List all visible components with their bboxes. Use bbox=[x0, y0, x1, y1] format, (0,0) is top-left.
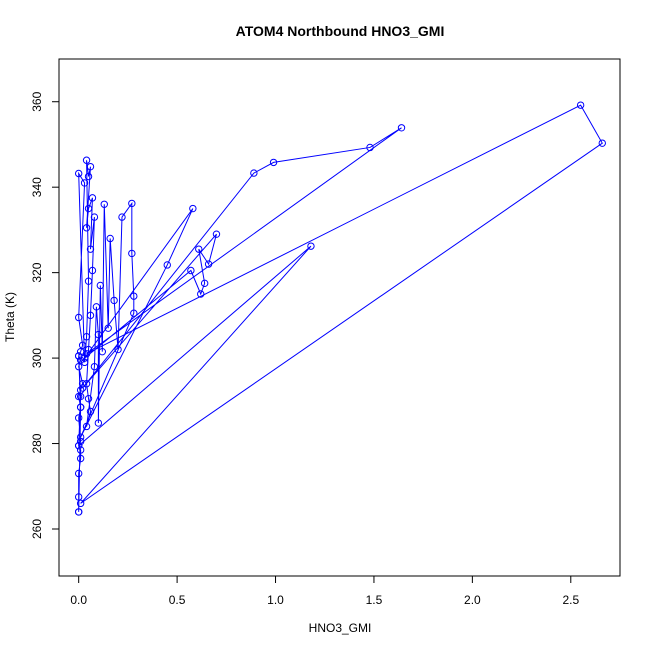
data-point bbox=[84, 277, 93, 285]
data-point bbox=[269, 158, 278, 167]
x-tick-label: 0.0 bbox=[70, 593, 87, 607]
data-point bbox=[84, 172, 93, 181]
data-point bbox=[576, 101, 585, 109]
data-point bbox=[90, 362, 99, 371]
data-point bbox=[100, 200, 108, 208]
data-point bbox=[86, 245, 95, 253]
y-tick-label: 300 bbox=[30, 348, 44, 368]
data-point bbox=[74, 493, 83, 501]
data-point bbox=[82, 156, 91, 164]
data-point bbox=[204, 260, 213, 268]
data-point bbox=[76, 392, 85, 401]
data-point bbox=[307, 242, 315, 250]
y-axis-label: Theta (K) bbox=[3, 292, 17, 342]
data-point bbox=[250, 169, 258, 177]
data-point bbox=[78, 384, 87, 392]
data-point bbox=[104, 324, 112, 332]
y-tick-label: 340 bbox=[30, 177, 44, 197]
y-axis: 260 280 300 320 340 360 bbox=[30, 91, 60, 539]
x-axis: 0.0 0.5 1.0 1.5 2.0 2.5 bbox=[70, 575, 579, 607]
chart-title: ATOM4 Northbound HNO3_GMI bbox=[236, 23, 445, 39]
data-point bbox=[90, 213, 99, 221]
data-point bbox=[189, 204, 197, 213]
series-line bbox=[78, 104, 603, 512]
data-point bbox=[84, 394, 93, 403]
data-point bbox=[78, 380, 87, 388]
data-point bbox=[82, 350, 91, 358]
data-point bbox=[88, 194, 97, 202]
data-point bbox=[200, 279, 209, 288]
data-point bbox=[88, 266, 97, 275]
data-point bbox=[366, 143, 374, 152]
data-point bbox=[130, 309, 138, 317]
data-point bbox=[82, 422, 91, 431]
data-point bbox=[78, 341, 87, 349]
data-point bbox=[128, 249, 136, 258]
data-point bbox=[80, 358, 89, 367]
data-point bbox=[195, 245, 203, 253]
data-point bbox=[74, 313, 83, 322]
data-point bbox=[84, 204, 93, 213]
data-point bbox=[76, 433, 85, 441]
data-point bbox=[76, 499, 85, 508]
data-point bbox=[114, 345, 122, 354]
data-point bbox=[74, 392, 83, 401]
data-point bbox=[82, 224, 91, 232]
data-point bbox=[86, 162, 95, 171]
data-point bbox=[76, 403, 85, 411]
data-point bbox=[98, 347, 107, 356]
x-axis-label: HNO3_GMI bbox=[309, 621, 372, 635]
data-point bbox=[76, 356, 85, 364]
data-point bbox=[397, 124, 406, 132]
data-point bbox=[92, 303, 101, 311]
data-point bbox=[74, 469, 83, 478]
data-point bbox=[82, 333, 91, 341]
data-point bbox=[76, 454, 85, 463]
x-tick-label: 1.0 bbox=[267, 593, 284, 607]
data-point bbox=[212, 230, 221, 238]
y-tick-label: 360 bbox=[30, 91, 44, 111]
data-point bbox=[197, 290, 205, 298]
y-tick-label: 280 bbox=[30, 433, 44, 453]
data-point bbox=[74, 414, 83, 422]
data-point bbox=[74, 441, 83, 450]
data-point bbox=[163, 261, 171, 269]
data-point bbox=[94, 419, 103, 427]
data-point bbox=[86, 407, 95, 416]
data-point bbox=[187, 266, 195, 275]
data-point bbox=[74, 362, 83, 371]
x-tick-label: 0.5 bbox=[169, 593, 186, 607]
data-point bbox=[110, 296, 118, 305]
data-point bbox=[86, 311, 95, 320]
data-point bbox=[82, 380, 91, 388]
marker-layer bbox=[74, 101, 606, 516]
x-tick-label: 1.5 bbox=[366, 593, 383, 607]
data-point bbox=[130, 292, 138, 300]
data-point bbox=[598, 139, 606, 147]
x-tick-label: 2.5 bbox=[562, 593, 579, 607]
data-point bbox=[96, 281, 105, 290]
data-point bbox=[76, 437, 85, 446]
data-point bbox=[118, 213, 126, 221]
y-tick-label: 320 bbox=[30, 262, 44, 282]
data-point bbox=[74, 169, 83, 178]
y-tick-label: 260 bbox=[30, 519, 44, 539]
data-point bbox=[84, 345, 93, 354]
data-point bbox=[74, 352, 83, 360]
data-point bbox=[106, 234, 114, 243]
plot-frame bbox=[58, 58, 621, 577]
data-point bbox=[76, 446, 85, 454]
data-point bbox=[128, 199, 136, 208]
data-point bbox=[74, 508, 83, 516]
series-layer bbox=[78, 104, 603, 512]
data-point bbox=[80, 179, 89, 187]
x-tick-label: 2.0 bbox=[464, 593, 481, 607]
data-point bbox=[94, 330, 103, 339]
